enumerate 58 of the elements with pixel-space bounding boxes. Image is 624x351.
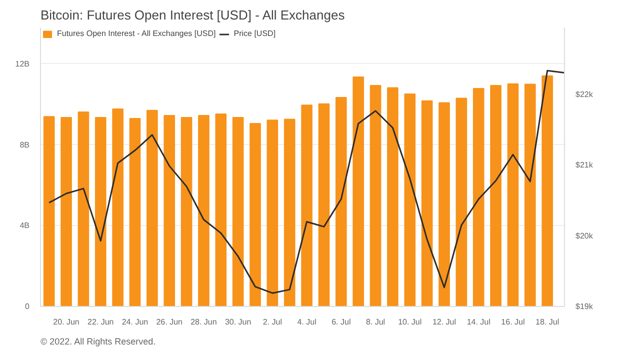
y2-tick-label: $20k	[576, 231, 594, 240]
y2-tick-label: $19k	[576, 302, 594, 311]
legend-label: Price [USD]	[234, 29, 276, 38]
x-tick-label: 30. Jun	[224, 318, 252, 326]
bar	[94, 116, 106, 306]
bar	[318, 103, 330, 306]
bar	[524, 84, 536, 306]
bar	[284, 118, 296, 306]
x-tick-label: 8. Jul	[366, 318, 386, 326]
y-tick-label: 8B	[20, 140, 30, 150]
line-series	[48, 70, 564, 294]
x-tick-label: 6. Jul	[332, 318, 351, 326]
bar	[352, 76, 364, 306]
x-tick-label: 28. Jun	[190, 318, 217, 326]
y2-tick-label: $22k	[576, 90, 594, 100]
bar	[43, 116, 55, 306]
bar	[472, 88, 484, 306]
bar	[198, 114, 210, 306]
bar	[146, 110, 158, 306]
bar	[215, 114, 227, 306]
bar	[164, 114, 176, 306]
x-tick-label: 12. Jul	[432, 318, 456, 326]
y2-tick-label: $21k	[576, 160, 594, 170]
x-tick-label: 16. Jul	[501, 318, 525, 326]
bar	[250, 123, 261, 306]
x-tick-label: 4. Jul	[297, 318, 317, 326]
bar	[60, 116, 72, 306]
bar	[456, 98, 468, 306]
bar	[336, 96, 347, 306]
bar	[438, 102, 450, 306]
bar	[78, 112, 90, 306]
bar	[301, 104, 312, 306]
x-tick-label: 2. Jul	[262, 318, 282, 326]
bar	[387, 87, 398, 306]
y-tick-label: 4B	[20, 221, 30, 230]
x-tick-label: 26. Jun	[156, 318, 182, 326]
y-tick-label: 0	[25, 302, 30, 311]
bar	[542, 75, 553, 306]
bar	[112, 108, 124, 306]
bar	[490, 85, 502, 306]
legend-label: Futures Open Interest - All Exchanges [USD]	[57, 29, 216, 38]
bar	[507, 83, 519, 306]
bar	[404, 94, 416, 306]
bar	[232, 116, 244, 306]
bar	[370, 85, 382, 306]
bar	[421, 100, 433, 306]
x-tick-label: 10. Jul	[398, 318, 422, 326]
x-tick-label: 24. Jun	[122, 318, 148, 326]
x-tick-label: 22. Jun	[88, 318, 114, 326]
text: © 2022. All Rights Reserved.	[40, 336, 156, 346]
x-tick-label: 14. Jul	[466, 318, 491, 326]
bar	[129, 118, 141, 306]
x-tick-label: 20. Jun	[53, 318, 80, 326]
chart-title: Bitcoin: Futures Open Interest [USD] - All Exchanges	[40, 8, 346, 22]
x-tick-label: 18. Jul	[536, 318, 560, 326]
bar	[180, 116, 192, 306]
bar	[266, 120, 278, 306]
y-tick-label: 12B	[15, 59, 30, 68]
